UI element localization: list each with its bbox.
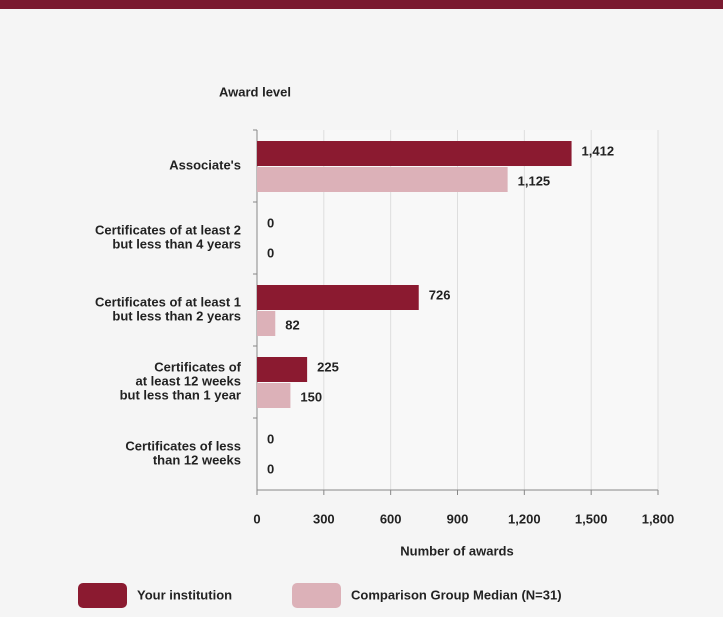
bar [257,167,508,192]
x-tick-label: 1,500 [575,511,608,526]
x-tick-label: 0 [253,511,260,526]
x-tick-label: 600 [380,511,402,526]
y-tick-label: than 12 weeks [153,452,241,467]
bar [257,383,291,408]
value-label: 726 [429,287,451,302]
value-label: 0 [267,215,274,230]
y-tick-label: at least 12 weeks [135,373,241,388]
value-label: 0 [267,461,274,476]
x-axis-label: Number of awards [400,543,513,558]
value-label: 82 [285,317,299,332]
bar [257,285,419,310]
value-label: 150 [300,389,322,404]
value-label: 0 [267,245,274,260]
chart-title: Award level [219,84,291,99]
y-tick-label: Associate's [169,157,241,172]
x-tick-label: 1,800 [642,511,675,526]
legend-label: Your institution [137,587,232,602]
bar [257,311,276,336]
value-label: 225 [317,359,339,374]
bar [257,357,308,382]
value-label: 1,412 [582,143,615,158]
y-tick-label: but less than 4 years [112,236,241,251]
x-tick-label: 900 [447,511,469,526]
legend-swatch [292,583,341,608]
x-tick-label: 1,200 [508,511,541,526]
value-label: 0 [267,431,274,446]
legend-swatch [78,583,127,608]
top-band [0,0,723,9]
y-tick-label: Certificates of less [125,438,241,453]
x-tick-label: 300 [313,511,335,526]
y-tick-label: Certificates of [154,359,241,374]
legend-label: Comparison Group Median (N=31) [351,587,562,602]
y-tick-label: Certificates of at least 1 [95,294,241,309]
y-tick-label: Certificates of at least 2 [95,222,241,237]
y-tick-label: but less than 1 year [120,387,241,402]
y-tick-label: but less than 2 years [112,308,241,323]
bar [257,141,572,166]
value-label: 1,125 [518,173,551,188]
